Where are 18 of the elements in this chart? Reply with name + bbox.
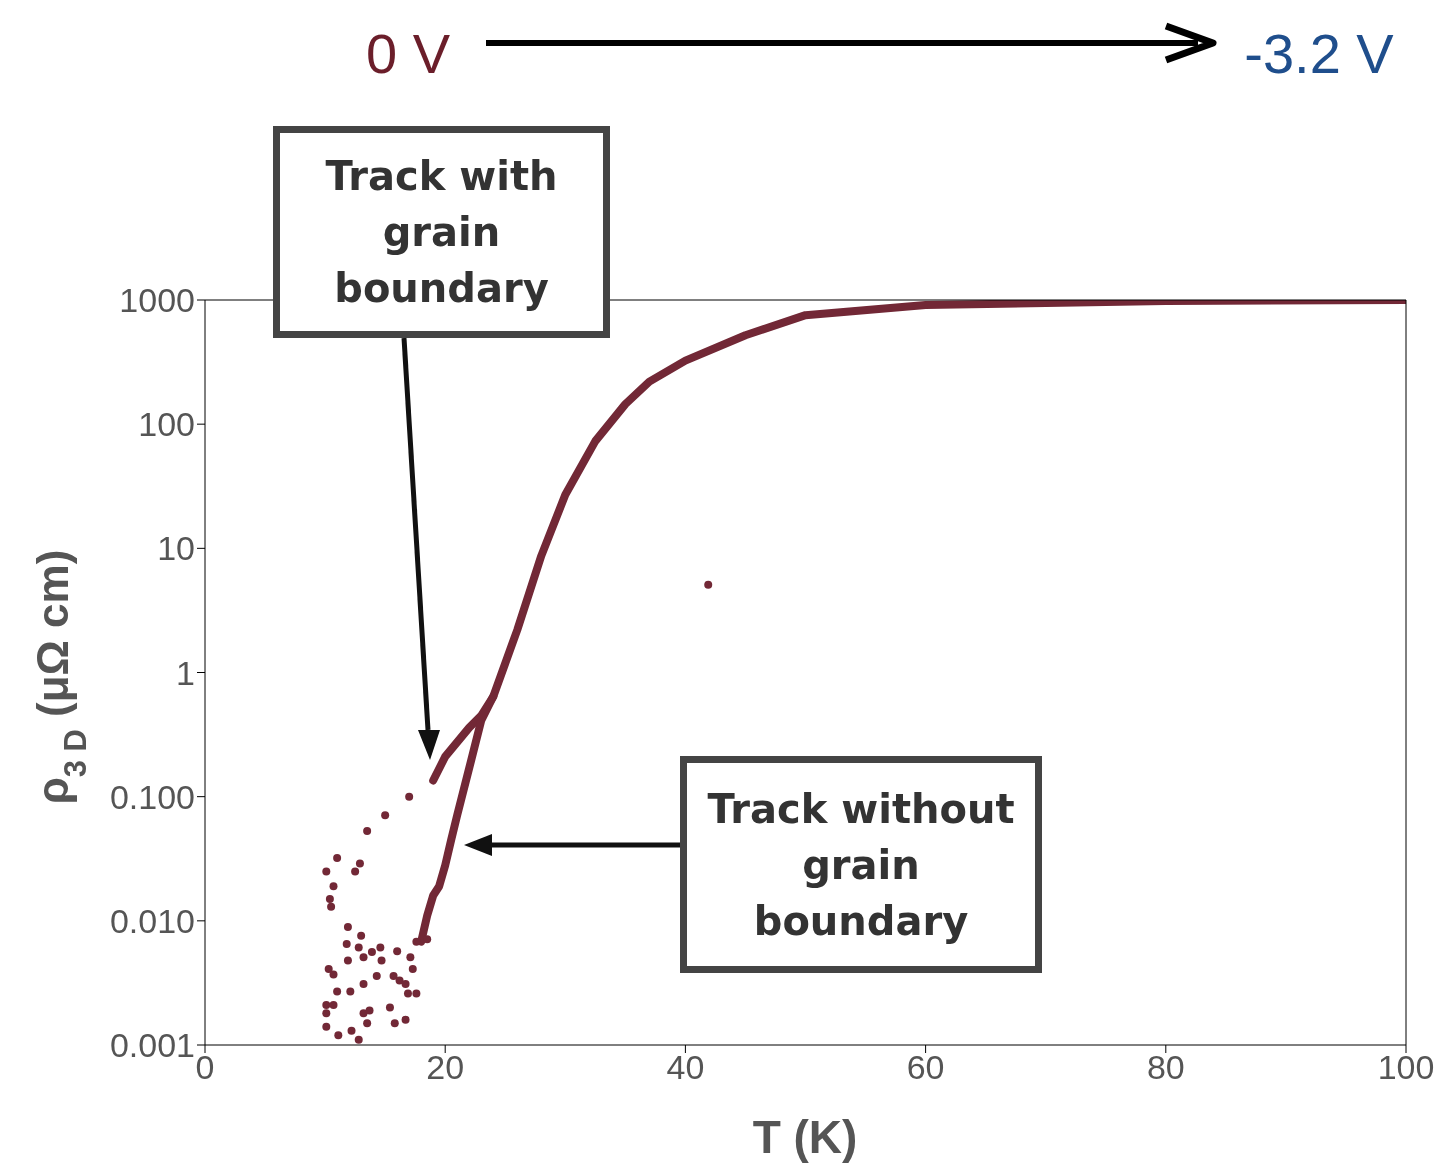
annotation: Track with grain boundary xyxy=(324,152,559,313)
text: 0 V xyxy=(365,22,451,85)
y-tick-label: 0.001 xyxy=(109,1026,195,1065)
x-axis-title: T (K) xyxy=(752,1111,858,1163)
x-tick-label: 20 xyxy=(426,1048,465,1087)
y-tick-label: 1000 xyxy=(119,281,195,320)
x-tick-label: 80 xyxy=(1146,1048,1185,1087)
x-tick-label: 40 xyxy=(666,1048,705,1087)
y-tick-label: 100 xyxy=(138,405,195,444)
y-tick-label: 1 xyxy=(176,653,195,692)
x-tick-label: 100 xyxy=(1377,1048,1435,1087)
y-tick-label: 0.010 xyxy=(109,901,195,940)
y-tick-label: 0.100 xyxy=(109,777,195,816)
x-tick-label: 60 xyxy=(906,1048,945,1087)
annotation: Track without grain boundary xyxy=(706,784,1016,946)
x-tick-label: 0 xyxy=(195,1048,215,1087)
text: -3.2 V xyxy=(1244,22,1395,85)
y-tick-label: 10 xyxy=(157,529,195,568)
